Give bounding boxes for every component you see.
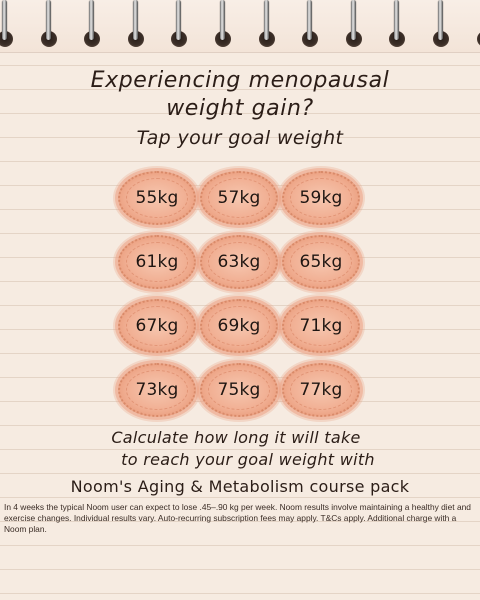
weight-option-77kg[interactable]: 77kg [282, 363, 360, 417]
binding-wire [438, 0, 443, 40]
weight-option-61kg[interactable]: 61kg [118, 235, 196, 289]
weight-option-65kg[interactable]: 65kg [282, 235, 360, 289]
binding-wire [220, 0, 225, 40]
subheadline: Tap your goal weight [136, 127, 344, 149]
weight-option-label: 77kg [299, 380, 343, 400]
headline-line-1: Experiencing menopausal [90, 68, 390, 93]
binding-wire [176, 0, 182, 40]
weight-option-label: 63kg [217, 252, 261, 272]
spiral-binding [0, 0, 480, 56]
binding-wire [263, 0, 269, 40]
binding-wire [89, 0, 95, 40]
binding-wire [307, 0, 313, 40]
binding-wire [132, 0, 138, 40]
weight-option-63kg[interactable]: 63kg [200, 235, 278, 289]
binding-ring [40, 0, 58, 50]
binding-ring [170, 0, 188, 50]
binding-ring [388, 0, 406, 50]
weight-option-label: 69kg [217, 316, 261, 336]
binding-wire [394, 0, 400, 40]
binding-ring [476, 0, 480, 50]
weight-option-57kg[interactable]: 57kg [200, 171, 278, 225]
weight-option-label: 57kg [217, 188, 261, 208]
weight-option-55kg[interactable]: 55kg [118, 171, 196, 225]
binding-wire [350, 0, 356, 40]
headline-line-2: weight gain? [166, 96, 314, 121]
course-name: Noom's Aging & Metabolism course pack [70, 477, 410, 496]
cta-line-2: to reach your goal weight with [121, 450, 375, 469]
weight-option-73kg[interactable]: 73kg [118, 363, 196, 417]
weight-option-label: 59kg [299, 188, 343, 208]
binding-wire [2, 0, 7, 40]
binding-ring [83, 0, 101, 50]
binding-ring [301, 0, 319, 50]
weight-option-label: 71kg [299, 316, 343, 336]
binding-ring [345, 0, 363, 50]
weight-option-label: 55kg [135, 188, 179, 208]
weight-option-label: 61kg [135, 252, 179, 272]
binding-ring [214, 0, 232, 50]
weight-option-label: 75kg [217, 380, 261, 400]
weight-options-grid: 55kg 57kg 59kg 61kg 63kg 65kg 67kg 69kg … [116, 166, 362, 422]
binding-ring [0, 0, 14, 50]
cta-line-1: Calculate how long it will take [111, 428, 361, 447]
binding-hole [476, 31, 480, 47]
notepad-top-edge [0, 0, 480, 53]
weight-option-label: 67kg [135, 316, 179, 336]
weight-option-label: 73kg [135, 380, 179, 400]
weight-option-59kg[interactable]: 59kg [282, 171, 360, 225]
weight-option-75kg[interactable]: 75kg [200, 363, 278, 417]
legal-disclaimer: In 4 weeks the typical Noom user can exp… [4, 502, 471, 534]
binding-wire [45, 0, 51, 40]
weight-option-71kg[interactable]: 71kg [282, 299, 360, 353]
weight-option-67kg[interactable]: 67kg [118, 299, 196, 353]
weight-option-label: 65kg [299, 252, 343, 272]
binding-ring [258, 0, 276, 50]
weight-option-69kg[interactable]: 69kg [200, 299, 278, 353]
binding-ring [127, 0, 145, 50]
binding-ring [432, 0, 450, 50]
